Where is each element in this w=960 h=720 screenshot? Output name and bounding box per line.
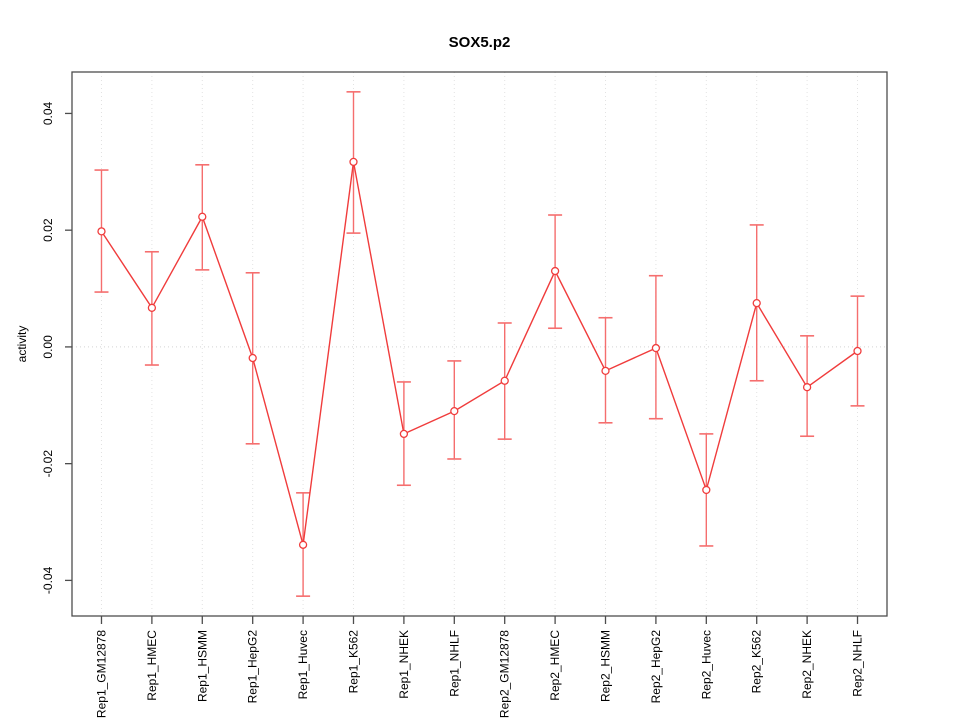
y-tick-label: 0.02 [41, 218, 55, 242]
data-point [802, 383, 812, 392]
x-tick-label: Rep1_HSMM [195, 630, 209, 702]
x-tick-label: Rep1_GM12878 [94, 630, 108, 718]
data-point [198, 212, 207, 221]
data-point [853, 346, 862, 356]
y-axis-label: activity [15, 326, 29, 363]
series-line [100, 161, 858, 545]
x-tick-label: Rep2_K562 [750, 630, 764, 694]
x-tick-label: Rep1_HMEC [145, 630, 159, 701]
x-tick-label: Rep2_NHEK [800, 630, 814, 699]
data-point [97, 227, 106, 236]
x-tick-label: Rep2_HMEC [548, 630, 562, 701]
x-tick-label: Rep1_NHLF [447, 630, 461, 697]
data-point [752, 298, 761, 308]
data-point [248, 353, 257, 363]
y-tick-label: 0.04 [41, 101, 55, 125]
data-point [298, 540, 308, 549]
data-point [349, 157, 358, 167]
x-tick-label: Rep1_NHEK [397, 630, 411, 699]
x-tick-label: Rep2_HSMM [599, 630, 613, 702]
x-tick-label: Rep1_HepG2 [246, 630, 260, 704]
data-point [601, 366, 610, 375]
y-tick-label: -0.04 [41, 566, 55, 594]
plot-area: -0.04 -0.02 0.00 0.02 0.04 Rep1_GM12878 Rep1_H… [41, 71, 888, 718]
data-point [702, 485, 711, 495]
x-tick-label: Rep2_NHLF [851, 630, 865, 697]
x-tick-label: Rep2_Huvec [699, 630, 713, 699]
plot-frame [71, 71, 888, 617]
y-tick-label: 0.00 [41, 335, 55, 359]
data-point [500, 376, 509, 385]
y-tick-label: -0.02 [41, 450, 55, 478]
data-point [651, 343, 661, 353]
data-point [147, 303, 157, 312]
x-tick-label: Rep1_K562 [346, 630, 360, 694]
chart-title: SOX5.p2 [449, 34, 511, 51]
x-tick-label: Rep2_HepG2 [649, 630, 663, 704]
data-point [450, 406, 459, 416]
data-point [399, 429, 409, 439]
data-point [550, 266, 560, 276]
x-tick-label: Rep1_Huvec [296, 630, 310, 699]
x-tick-label: Rep2_GM12878 [498, 630, 512, 718]
